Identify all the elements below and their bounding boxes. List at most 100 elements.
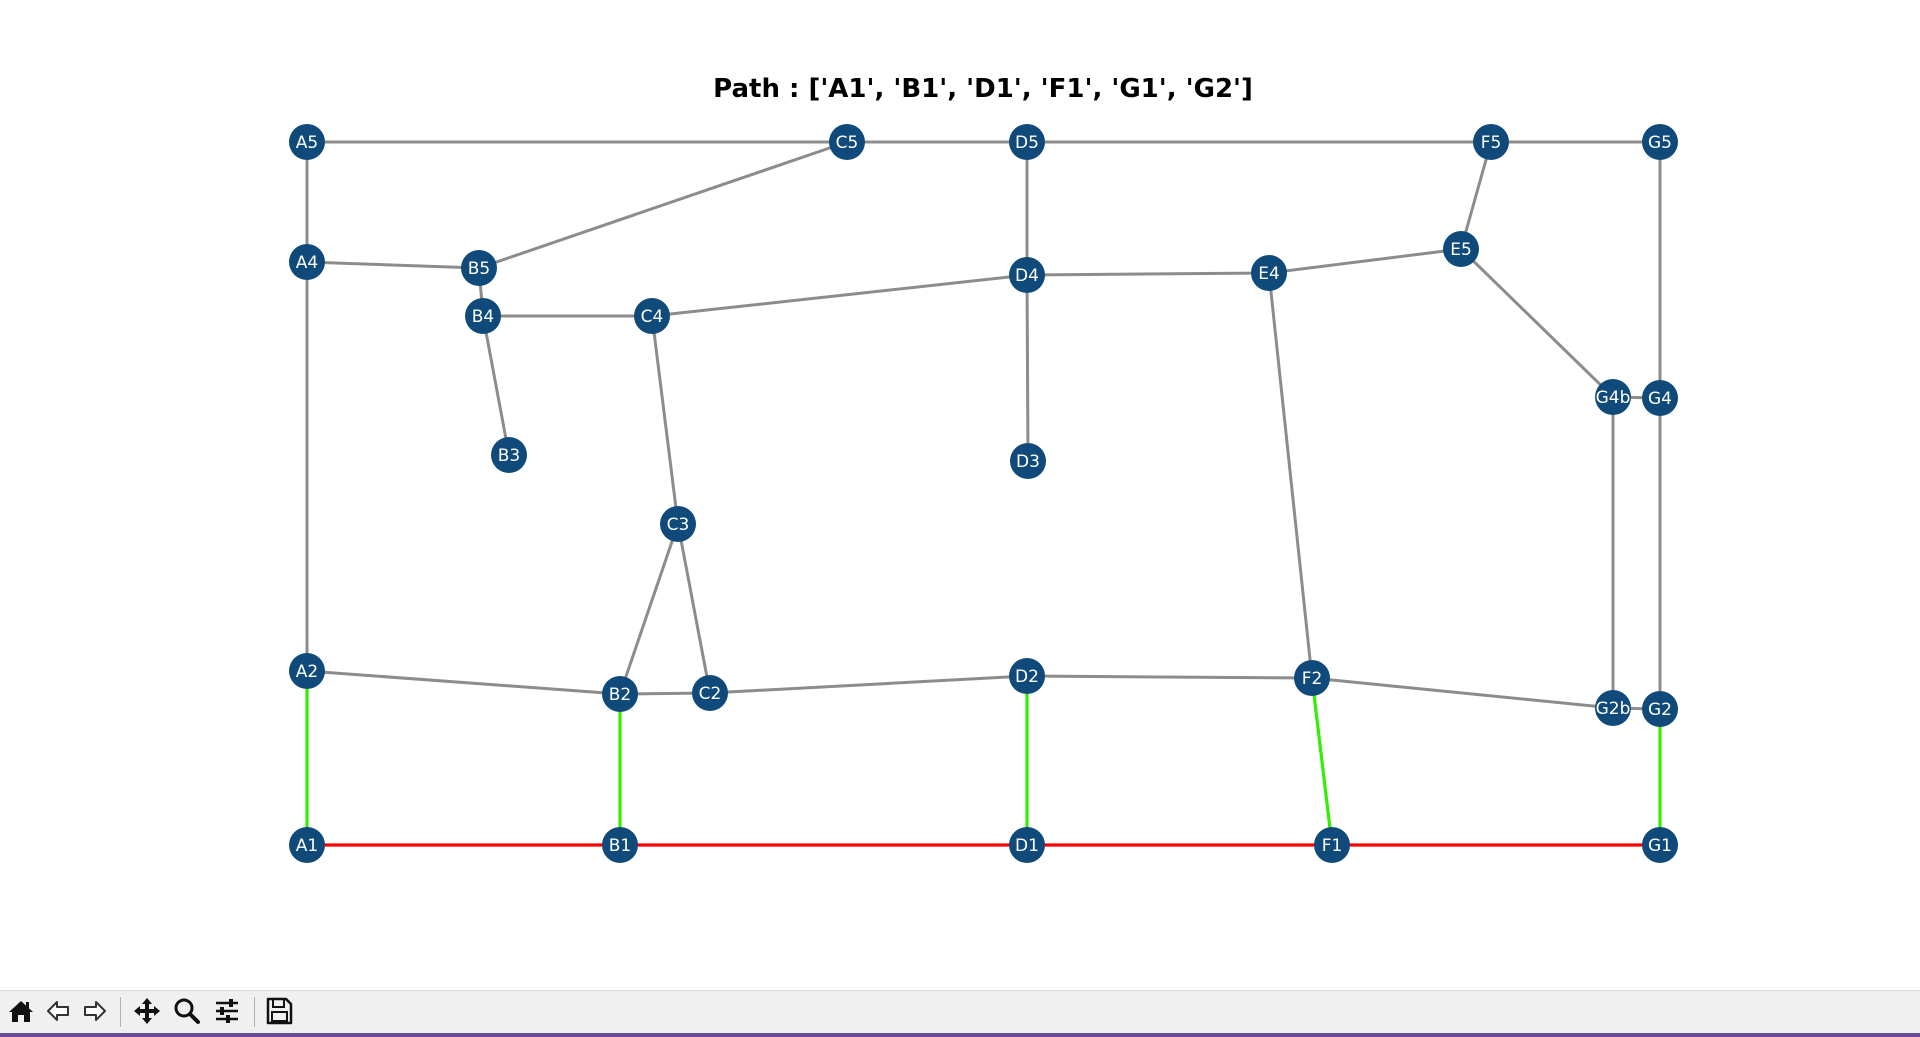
edge-F2-G2b [1310,676,1615,710]
node-label: F1 [1322,836,1343,856]
node-circle [289,827,325,863]
edge-E5-F5 [1459,140,1493,251]
node-label: A1 [296,836,318,856]
edge-E4-F2 [1267,271,1314,680]
node-label: C4 [641,307,664,327]
node-A2: A2 [289,653,325,689]
node-G4b: G4b [1595,379,1631,415]
edge-C4-C3 [650,314,680,526]
node-circle [1009,827,1045,863]
node-circle [1294,660,1330,696]
edge-C3-C2 [676,522,712,695]
node-circle [1314,827,1350,863]
node-F1: F1 [1314,827,1350,863]
node-label: D5 [1015,133,1039,153]
node-label: G2b [1596,699,1631,719]
node-D4: D4 [1009,257,1045,293]
move-icon [134,998,160,1024]
node-circle [1009,124,1045,160]
toolbar-separator [120,997,121,1027]
edge-C3-B2 [618,522,680,696]
node-C4: C4 [634,298,670,334]
node-F5: F5 [1473,124,1509,160]
node-D3: D3 [1010,443,1046,479]
pan-button[interactable] [130,994,164,1028]
edge-D2-F2 [1025,674,1314,680]
node-circle [1595,690,1631,726]
edge-C2-D2 [708,674,1029,695]
node-circle [465,298,501,334]
node-label: B5 [468,259,490,279]
node-label: C5 [836,133,859,153]
edge-A2-B2 [305,669,622,696]
node-E4: E4 [1251,255,1287,291]
node-circle [1642,827,1678,863]
node-label: D2 [1015,667,1039,687]
node-B1: B1 [602,827,638,863]
node-D2: D2 [1009,658,1045,694]
node-circle [289,244,325,280]
edges-layer [305,140,1662,847]
node-circle [1642,691,1678,727]
forward-button[interactable] [78,994,112,1028]
node-A4: A4 [289,244,325,280]
node-label: G2 [1648,700,1672,720]
edge-E4-E5 [1267,247,1463,275]
node-label: B3 [498,446,520,466]
node-circle [1010,443,1046,479]
edge-F2-F1 [1310,676,1334,847]
node-D1: D1 [1009,827,1045,863]
window-bottom-border [0,1033,1920,1037]
edge-C4-D4 [650,273,1029,318]
node-label: D1 [1015,836,1039,856]
node-circle [289,653,325,689]
plot-title: Path : ['A1', 'B1', 'D1', 'F1', 'G1', 'G… [713,74,1253,104]
node-label: G1 [1648,836,1672,856]
arrow-right-icon [84,1001,106,1021]
node-label: B2 [609,685,631,705]
home-button[interactable] [4,994,38,1028]
node-label: F2 [1302,669,1323,689]
arrow-left-icon [47,1001,69,1021]
node-label: E5 [1450,240,1472,260]
node-B4: B4 [465,298,501,334]
back-button[interactable] [41,994,75,1028]
node-B3: B3 [491,437,527,473]
edge-D4-D3 [1025,273,1030,463]
node-label: D4 [1015,266,1039,286]
node-label: G4 [1648,389,1672,409]
node-label: A5 [296,133,318,153]
node-D5: D5 [1009,124,1045,160]
node-label: G4b [1596,388,1631,408]
node-label: A4 [296,253,318,273]
node-circle [491,437,527,473]
node-label: B1 [609,836,631,856]
node-label: C3 [667,515,690,535]
node-A5: A5 [289,124,325,160]
save-button[interactable] [262,994,296,1028]
graph-diagram: Path : ['A1', 'B1', 'D1', 'F1', 'G1', 'G… [289,74,1678,863]
node-C2: C2 [692,675,728,711]
zoom-button[interactable] [170,994,204,1028]
node-circle [602,827,638,863]
navigation-toolbar [0,990,1920,1034]
node-G4: G4 [1642,380,1678,416]
node-label: A2 [296,662,318,682]
node-circle [1595,379,1631,415]
home-icon [9,1001,33,1022]
edge-E5-G4b [1459,247,1615,399]
toolbar-separator [254,997,255,1027]
node-circle [634,298,670,334]
floppy-disk-icon [266,997,293,1025]
figure-canvas: Path : ['A1', 'B1', 'D1', 'F1', 'G1', 'G… [289,74,1678,863]
edge-A4-B5 [305,260,481,270]
nodes-layer: A1 A2 A4 A5 B1 B2 B3 B4 B5 C2 C3 C4 C5 D1 D2 D3 D4 D5 E4 E5… [289,124,1678,863]
node-label: F5 [1481,133,1502,153]
node-circle [692,675,728,711]
node-F2: F2 [1294,660,1330,696]
configure-subplots-button[interactable] [210,994,244,1028]
node-circle [1642,124,1678,160]
node-circle [1473,124,1509,160]
node-circle [1443,231,1479,267]
node-B2: B2 [602,676,638,712]
